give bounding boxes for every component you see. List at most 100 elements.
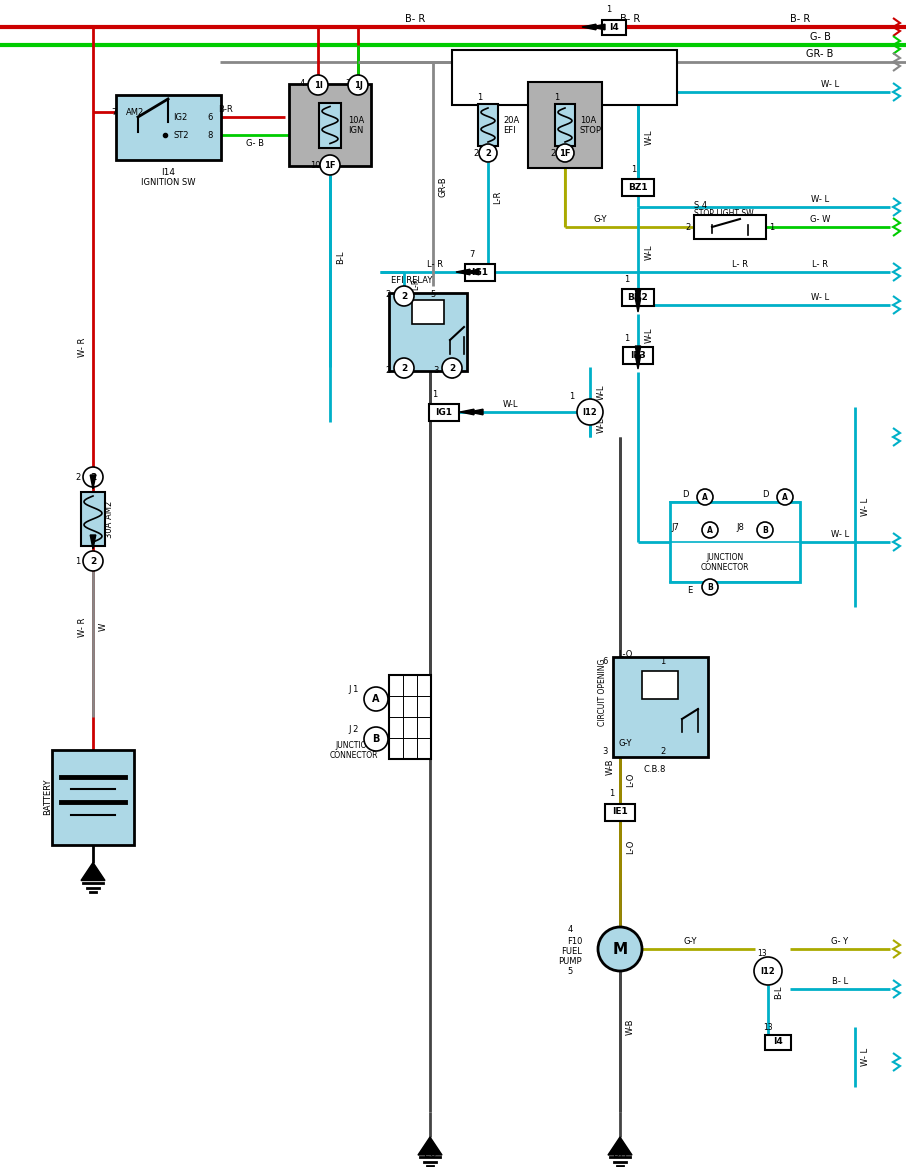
- Polygon shape: [91, 534, 96, 548]
- Bar: [765, 1034, 791, 1049]
- Text: BH: BH: [613, 1149, 627, 1159]
- Text: GR- B: GR- B: [806, 49, 834, 60]
- Bar: [612, 657, 708, 757]
- Bar: [412, 300, 444, 324]
- Circle shape: [364, 687, 388, 711]
- Text: 13: 13: [757, 949, 766, 957]
- Text: 2: 2: [685, 223, 690, 231]
- Text: B: B: [762, 523, 768, 531]
- Text: B- R: B- R: [620, 14, 641, 25]
- Text: W-L: W-L: [502, 399, 517, 408]
- Text: BZ1: BZ1: [628, 182, 648, 191]
- Text: W-L: W-L: [596, 384, 605, 400]
- Circle shape: [702, 522, 718, 538]
- Text: B-R: B-R: [217, 105, 232, 113]
- Text: 7: 7: [469, 250, 475, 259]
- Polygon shape: [591, 25, 605, 30]
- Text: B- R: B- R: [405, 14, 425, 25]
- Text: IE1: IE1: [612, 808, 628, 817]
- Polygon shape: [469, 410, 483, 414]
- Bar: [81, 492, 105, 546]
- Text: G-Y: G-Y: [618, 740, 631, 748]
- Text: 7: 7: [345, 78, 351, 88]
- Bar: [465, 264, 495, 280]
- Text: W-L: W-L: [644, 244, 653, 260]
- Text: W-B: W-B: [416, 708, 425, 725]
- Text: A: A: [702, 489, 708, 498]
- Text: S 4: S 4: [694, 201, 707, 210]
- Text: I12: I12: [761, 966, 776, 976]
- Text: A: A: [702, 492, 708, 502]
- Text: 2: 2: [90, 557, 96, 566]
- Text: EFI: EFI: [503, 126, 516, 134]
- Text: W- L: W- L: [821, 79, 839, 89]
- Text: W- L: W- L: [811, 195, 829, 203]
- Text: IG1: IG1: [436, 407, 452, 417]
- Text: BATTERY: BATTERY: [43, 778, 53, 816]
- Bar: [115, 95, 220, 160]
- Text: IG1: IG1: [471, 267, 488, 277]
- Text: B- R: B- R: [790, 14, 810, 25]
- Text: ST2: ST2: [173, 131, 188, 140]
- Text: L-R: L-R: [411, 278, 420, 291]
- Text: B: B: [372, 734, 380, 745]
- Text: D: D: [681, 489, 689, 498]
- Text: (SEE PAGE 48): (SEE PAGE 48): [458, 63, 523, 71]
- Text: A: A: [707, 523, 713, 531]
- Text: W-L: W-L: [644, 327, 653, 343]
- Text: 2: 2: [75, 473, 81, 482]
- Text: L- R: L- R: [427, 259, 443, 268]
- Text: FUEL: FUEL: [561, 946, 582, 956]
- Circle shape: [442, 358, 462, 378]
- Text: 13: 13: [763, 1022, 773, 1032]
- Text: L- R: L- R: [732, 259, 748, 268]
- Text: L-O: L-O: [627, 773, 635, 788]
- Text: 20A: 20A: [503, 116, 519, 125]
- Text: 1F: 1F: [324, 161, 336, 169]
- Text: 2: 2: [385, 365, 390, 375]
- Text: G- Y: G- Y: [832, 936, 849, 945]
- Circle shape: [394, 286, 414, 306]
- Text: M: M: [612, 942, 628, 957]
- Circle shape: [577, 399, 603, 425]
- Text: 1: 1: [631, 165, 637, 174]
- Circle shape: [598, 927, 642, 971]
- Text: 1: 1: [554, 92, 560, 102]
- Polygon shape: [460, 410, 474, 414]
- Text: STOP LIGHT SW: STOP LIGHT SW: [694, 209, 754, 217]
- Text: PUMP: PUMP: [558, 957, 582, 965]
- Text: 3: 3: [602, 748, 608, 756]
- Text: G- W: G- W: [810, 215, 830, 224]
- Polygon shape: [635, 298, 641, 312]
- Text: L- R: L- R: [812, 259, 828, 268]
- Text: IGN: IGN: [348, 126, 363, 134]
- Text: IGNITION SW: IGNITION SW: [140, 177, 196, 187]
- Text: W-L: W-L: [644, 130, 653, 145]
- Text: 4: 4: [567, 924, 573, 934]
- Text: W- L: W- L: [862, 498, 871, 516]
- Text: W- R: W- R: [78, 337, 86, 357]
- Text: J 1: J 1: [349, 685, 359, 693]
- Bar: [605, 804, 635, 820]
- Text: 2: 2: [400, 292, 407, 300]
- Text: JUNCTION: JUNCTION: [707, 552, 744, 561]
- Text: 1: 1: [660, 657, 666, 666]
- Bar: [555, 104, 575, 146]
- Bar: [622, 288, 654, 306]
- Bar: [389, 675, 431, 759]
- Text: A: A: [782, 492, 788, 502]
- Text: CONNECTOR: CONNECTOR: [330, 750, 378, 760]
- Circle shape: [777, 489, 793, 505]
- Text: 8: 8: [207, 131, 213, 140]
- Text: B: B: [707, 586, 713, 594]
- Polygon shape: [91, 475, 96, 489]
- Text: 3: 3: [433, 365, 439, 375]
- Text: 1: 1: [569, 391, 574, 400]
- Text: L-R: L-R: [494, 190, 503, 204]
- Text: 30A AM2: 30A AM2: [104, 501, 113, 538]
- Text: A: A: [372, 694, 380, 704]
- Polygon shape: [418, 1137, 442, 1155]
- Circle shape: [479, 144, 497, 162]
- Bar: [694, 215, 766, 239]
- Bar: [429, 404, 459, 420]
